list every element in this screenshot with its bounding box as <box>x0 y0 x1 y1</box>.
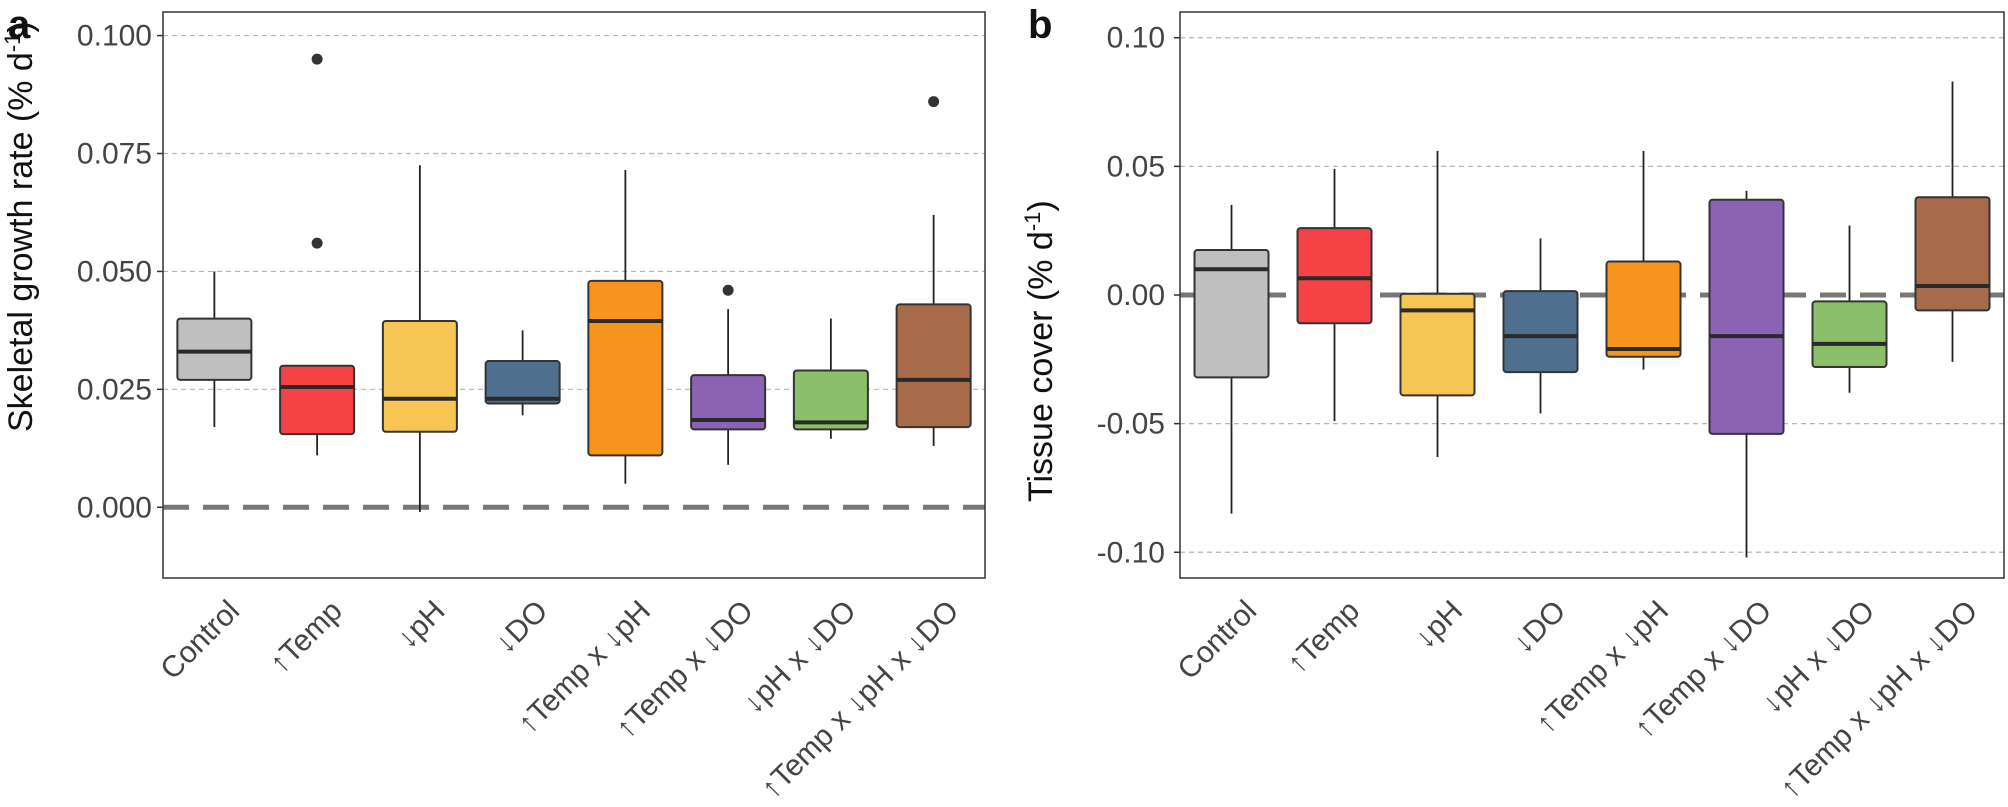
panel-a-y-ticks: 0.000 0.025 0.050 0.075 0.100 <box>77 20 163 524</box>
outlier-point <box>311 53 323 65</box>
x-tick-label: ↑Temp <box>263 594 349 680</box>
outlier-point <box>311 237 323 249</box>
y-tick-label: 0.00 <box>1107 279 1165 312</box>
outlier-point <box>722 284 734 296</box>
panel-a-boxes <box>176 53 972 512</box>
x-tick-label: ↑Temp x ↓pH x ↓DO <box>755 594 966 805</box>
box-7 <box>1811 225 1888 393</box>
box-4 <box>484 330 561 416</box>
panel-b-gridlines <box>1180 37 2004 553</box>
outlier-point <box>928 96 940 108</box>
panel-b-tissue-cover: b Tissue cover (% d-1) -0.10 -0.05 0.00 0.0… <box>1020 3 2005 805</box>
box-1 <box>176 271 253 428</box>
iqr-box <box>895 303 972 429</box>
panel-a-y-axis-title: Skeletal growth rate (% d-1) <box>0 21 40 432</box>
panel-a-gridlines <box>163 34 985 390</box>
panel-b-letter: b <box>1028 3 1052 47</box>
iqr-box <box>1399 292 1476 397</box>
iqr-box <box>1811 300 1888 369</box>
iqr-box <box>1708 198 1785 435</box>
y-tick-label: 0.100 <box>77 20 152 53</box>
x-tick-label: ↓DO <box>489 594 555 660</box>
panel-b-y-ticks: -0.10 -0.05 0.00 0.05 0.10 <box>1097 22 1180 569</box>
box-7 <box>792 318 869 439</box>
box-8 <box>1914 81 1991 362</box>
panel-b-y-axis-title: Tissue cover (% d-1) <box>1020 200 1060 502</box>
iqr-box <box>279 364 356 436</box>
iqr-box <box>1502 290 1579 374</box>
box-4 <box>1502 238 1579 414</box>
x-tick-label: ↓pH <box>390 594 451 655</box>
iqr-box <box>1605 260 1682 358</box>
x-tick-label: Control <box>154 594 246 686</box>
box-3 <box>381 165 458 512</box>
panel-b-boxes <box>1193 81 1991 558</box>
iqr-box <box>176 317 253 381</box>
x-tick-label: ↑Temp <box>1280 594 1366 680</box>
y-tick-label: 0.05 <box>1107 150 1165 183</box>
box-5 <box>587 170 664 484</box>
box-6 <box>1708 190 1785 558</box>
iqr-box <box>587 279 664 457</box>
iqr-box <box>690 374 767 431</box>
panel-a-plot-frame <box>162 11 986 579</box>
box-3 <box>1399 150 1476 458</box>
panel-a-x-tick-labels: Control ↑Temp ↓pH ↓DO↑Temp x ↓pH↑Temp x ↓DO… <box>154 594 965 805</box>
x-tick-label: ↓DO <box>1506 594 1572 660</box>
y-tick-label: 0.000 <box>77 491 152 524</box>
box-2 <box>279 53 356 456</box>
panel-a-skeletal-growth: a Skeletal growth rate (% d-1) 0.000 0.02… <box>0 3 986 805</box>
box-1 <box>1193 204 1270 514</box>
x-tick-label: ↓pH <box>1408 594 1469 655</box>
box-2 <box>1296 168 1373 422</box>
x-tick-label: ↑Temp x ↓pH x ↓DO <box>1773 594 1984 805</box>
iqr-box <box>484 360 561 405</box>
y-tick-label: -0.10 <box>1097 536 1165 569</box>
y-tick-label: 0.10 <box>1107 22 1165 55</box>
panel-b-x-tick-labels: Control ↑Temp ↓pH ↓DO↑Temp x ↓pH↑Temp x ↓DO… <box>1171 594 1984 805</box>
y-tick-label: 0.025 <box>77 373 152 406</box>
iqr-box <box>1193 248 1270 379</box>
y-tick-label: 0.075 <box>77 138 152 171</box>
y-tick-label: 0.050 <box>77 255 152 288</box>
x-tick-label: Control <box>1171 594 1263 686</box>
box-8 <box>895 96 972 446</box>
iqr-box <box>792 369 869 431</box>
panel-a-letter: a <box>8 3 31 47</box>
iqr-box <box>1914 196 1991 312</box>
box-6 <box>690 284 767 465</box>
iqr-box <box>381 319 458 433</box>
iqr-box <box>1296 227 1373 325</box>
box-5 <box>1605 150 1682 370</box>
y-tick-label: -0.05 <box>1097 408 1165 441</box>
